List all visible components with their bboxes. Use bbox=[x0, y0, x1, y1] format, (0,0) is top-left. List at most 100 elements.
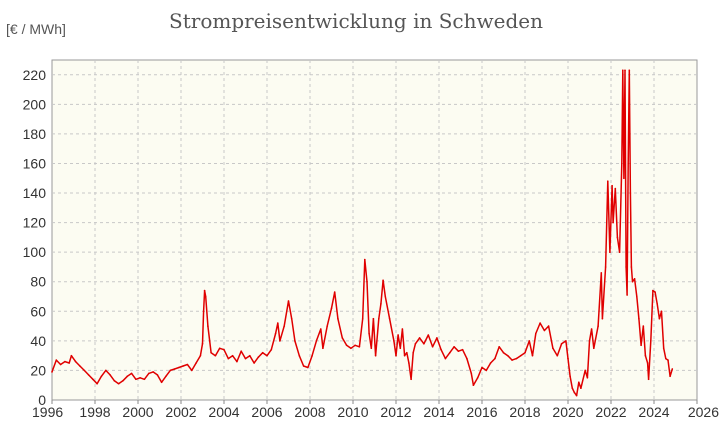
data-point bbox=[266, 354, 268, 357]
data-point bbox=[556, 354, 559, 357]
data-point bbox=[436, 337, 438, 339]
data-point bbox=[294, 340, 296, 342]
y-tick-label: 220 bbox=[23, 67, 47, 83]
data-point bbox=[279, 340, 281, 342]
data-point bbox=[588, 340, 591, 342]
data-point bbox=[240, 350, 242, 353]
data-point bbox=[401, 328, 404, 330]
data-point bbox=[667, 359, 669, 361]
data-point bbox=[642, 325, 645, 327]
data-point bbox=[584, 369, 586, 372]
data-point bbox=[83, 369, 86, 372]
data-point bbox=[604, 266, 607, 268]
x-tick-label: 2000 bbox=[122, 404, 153, 420]
data-point bbox=[368, 332, 370, 335]
data-point bbox=[148, 372, 150, 375]
data-point bbox=[210, 351, 212, 354]
data-point bbox=[575, 394, 578, 397]
data-point bbox=[485, 369, 488, 372]
data-point bbox=[395, 354, 397, 357]
data-point bbox=[207, 325, 209, 327]
data-point bbox=[79, 365, 81, 367]
data-point bbox=[539, 322, 541, 324]
data-point bbox=[631, 280, 634, 283]
axis-ticks: 0 20 40 60 80 100 120 140 160 180 200 220 1996 1998 20… bbox=[23, 67, 720, 420]
x-tick-label: 2026 bbox=[688, 404, 719, 420]
data-point bbox=[320, 328, 322, 330]
data-point bbox=[372, 317, 375, 320]
data-point bbox=[453, 346, 455, 348]
series-layer bbox=[51, 69, 674, 397]
data-point bbox=[370, 347, 373, 350]
data-point bbox=[622, 69, 624, 72]
data-point bbox=[87, 374, 90, 376]
data-point bbox=[105, 369, 107, 372]
data-point bbox=[507, 354, 509, 357]
data-point bbox=[444, 357, 447, 360]
data-point bbox=[51, 371, 53, 373]
x-tick-label: 2008 bbox=[294, 404, 325, 420]
data-point bbox=[414, 343, 417, 345]
data-point bbox=[629, 192, 632, 194]
x-tick-label: 2022 bbox=[595, 404, 626, 420]
x-tick-label: 2024 bbox=[638, 404, 669, 420]
data-point bbox=[611, 184, 613, 187]
data-point bbox=[311, 354, 313, 357]
data-point bbox=[92, 378, 94, 381]
data-point bbox=[656, 303, 658, 305]
data-point bbox=[431, 346, 434, 348]
y-tick-label: 180 bbox=[23, 126, 47, 142]
data-point bbox=[669, 375, 671, 378]
data-point bbox=[186, 363, 189, 366]
data-point bbox=[671, 368, 674, 370]
data-point bbox=[337, 317, 339, 320]
data-point bbox=[427, 334, 430, 336]
x-tick-label: 2016 bbox=[466, 404, 497, 420]
y-tick-label: 40 bbox=[30, 333, 46, 349]
data-point bbox=[364, 258, 366, 261]
data-point bbox=[160, 381, 163, 384]
data-point bbox=[322, 347, 324, 350]
data-point bbox=[457, 350, 460, 353]
data-point bbox=[515, 357, 518, 360]
data-point bbox=[638, 317, 640, 320]
data-point bbox=[270, 348, 273, 351]
data-point bbox=[399, 347, 402, 350]
x-tick-label: 2018 bbox=[509, 404, 540, 420]
data-point bbox=[646, 362, 649, 364]
data-point bbox=[182, 365, 184, 367]
data-point bbox=[597, 325, 599, 327]
data-point bbox=[139, 377, 141, 379]
data-point bbox=[593, 347, 595, 350]
data-point bbox=[330, 307, 333, 310]
data-point bbox=[580, 387, 582, 390]
data-point bbox=[578, 381, 580, 384]
data-point bbox=[274, 332, 277, 335]
data-point bbox=[341, 337, 344, 339]
x-tick-label: 2004 bbox=[208, 404, 239, 420]
data-point bbox=[519, 354, 522, 357]
x-tick-label: 2014 bbox=[423, 404, 454, 420]
data-point bbox=[547, 325, 550, 327]
data-point bbox=[55, 359, 58, 361]
data-point bbox=[354, 344, 356, 347]
data-point bbox=[560, 343, 563, 345]
y-tick-label: 160 bbox=[23, 155, 47, 171]
data-point bbox=[528, 340, 531, 342]
data-point bbox=[358, 346, 361, 348]
data-point bbox=[601, 317, 604, 320]
data-point bbox=[481, 366, 483, 369]
x-tick-label: 1996 bbox=[32, 404, 63, 420]
data-point bbox=[502, 351, 505, 354]
data-point bbox=[374, 354, 377, 357]
data-point bbox=[624, 69, 626, 72]
data-point bbox=[609, 251, 611, 253]
data-point bbox=[152, 371, 154, 373]
data-point bbox=[68, 362, 70, 364]
data-point bbox=[333, 291, 336, 293]
data-point bbox=[156, 374, 159, 376]
data-point bbox=[573, 391, 576, 394]
data-point bbox=[590, 328, 593, 330]
data-point bbox=[361, 317, 364, 320]
data-point bbox=[607, 180, 609, 182]
